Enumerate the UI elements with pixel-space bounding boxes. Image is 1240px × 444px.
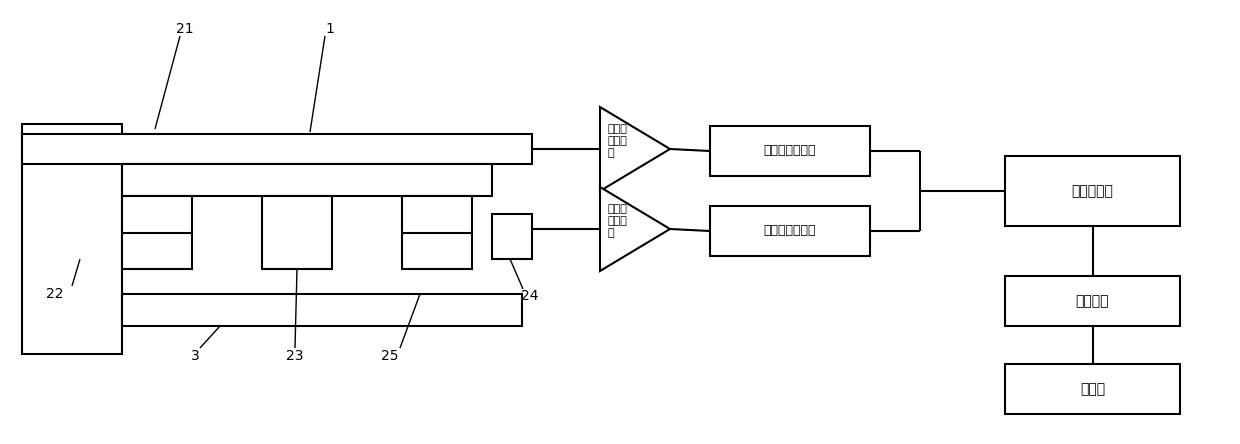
Text: 中央处理器: 中央处理器 — [1071, 184, 1114, 198]
Text: 22: 22 — [46, 287, 63, 301]
Text: 24: 24 — [521, 289, 538, 303]
Text: 上位机: 上位机 — [1080, 382, 1105, 396]
Bar — [262, 196, 332, 269]
Bar — [122, 196, 192, 269]
Text: 通讯设备: 通讯设备 — [1076, 294, 1110, 308]
Text: 第一模数转换器: 第一模数转换器 — [764, 144, 816, 158]
Text: 3: 3 — [191, 349, 200, 363]
Text: 第二模数转换器: 第二模数转换器 — [764, 225, 816, 238]
Bar — [1004, 276, 1180, 326]
Bar — [402, 196, 472, 269]
Bar — [711, 206, 870, 256]
Bar — [122, 294, 522, 326]
Bar — [711, 126, 870, 176]
Text: 第一电
荷放大
器: 第一电 荷放大 器 — [608, 124, 627, 158]
Bar — [122, 164, 492, 196]
Text: 25: 25 — [381, 349, 399, 363]
Polygon shape — [600, 107, 670, 191]
Text: 第二电
荷放大
器: 第二电 荷放大 器 — [608, 204, 627, 238]
Text: 23: 23 — [286, 349, 304, 363]
Text: 21: 21 — [176, 22, 193, 36]
Text: 1: 1 — [326, 22, 335, 36]
Bar — [1004, 364, 1180, 414]
Bar — [492, 214, 532, 259]
Polygon shape — [600, 187, 670, 271]
Bar — [22, 134, 532, 164]
Bar — [22, 124, 122, 354]
Bar — [1004, 156, 1180, 226]
